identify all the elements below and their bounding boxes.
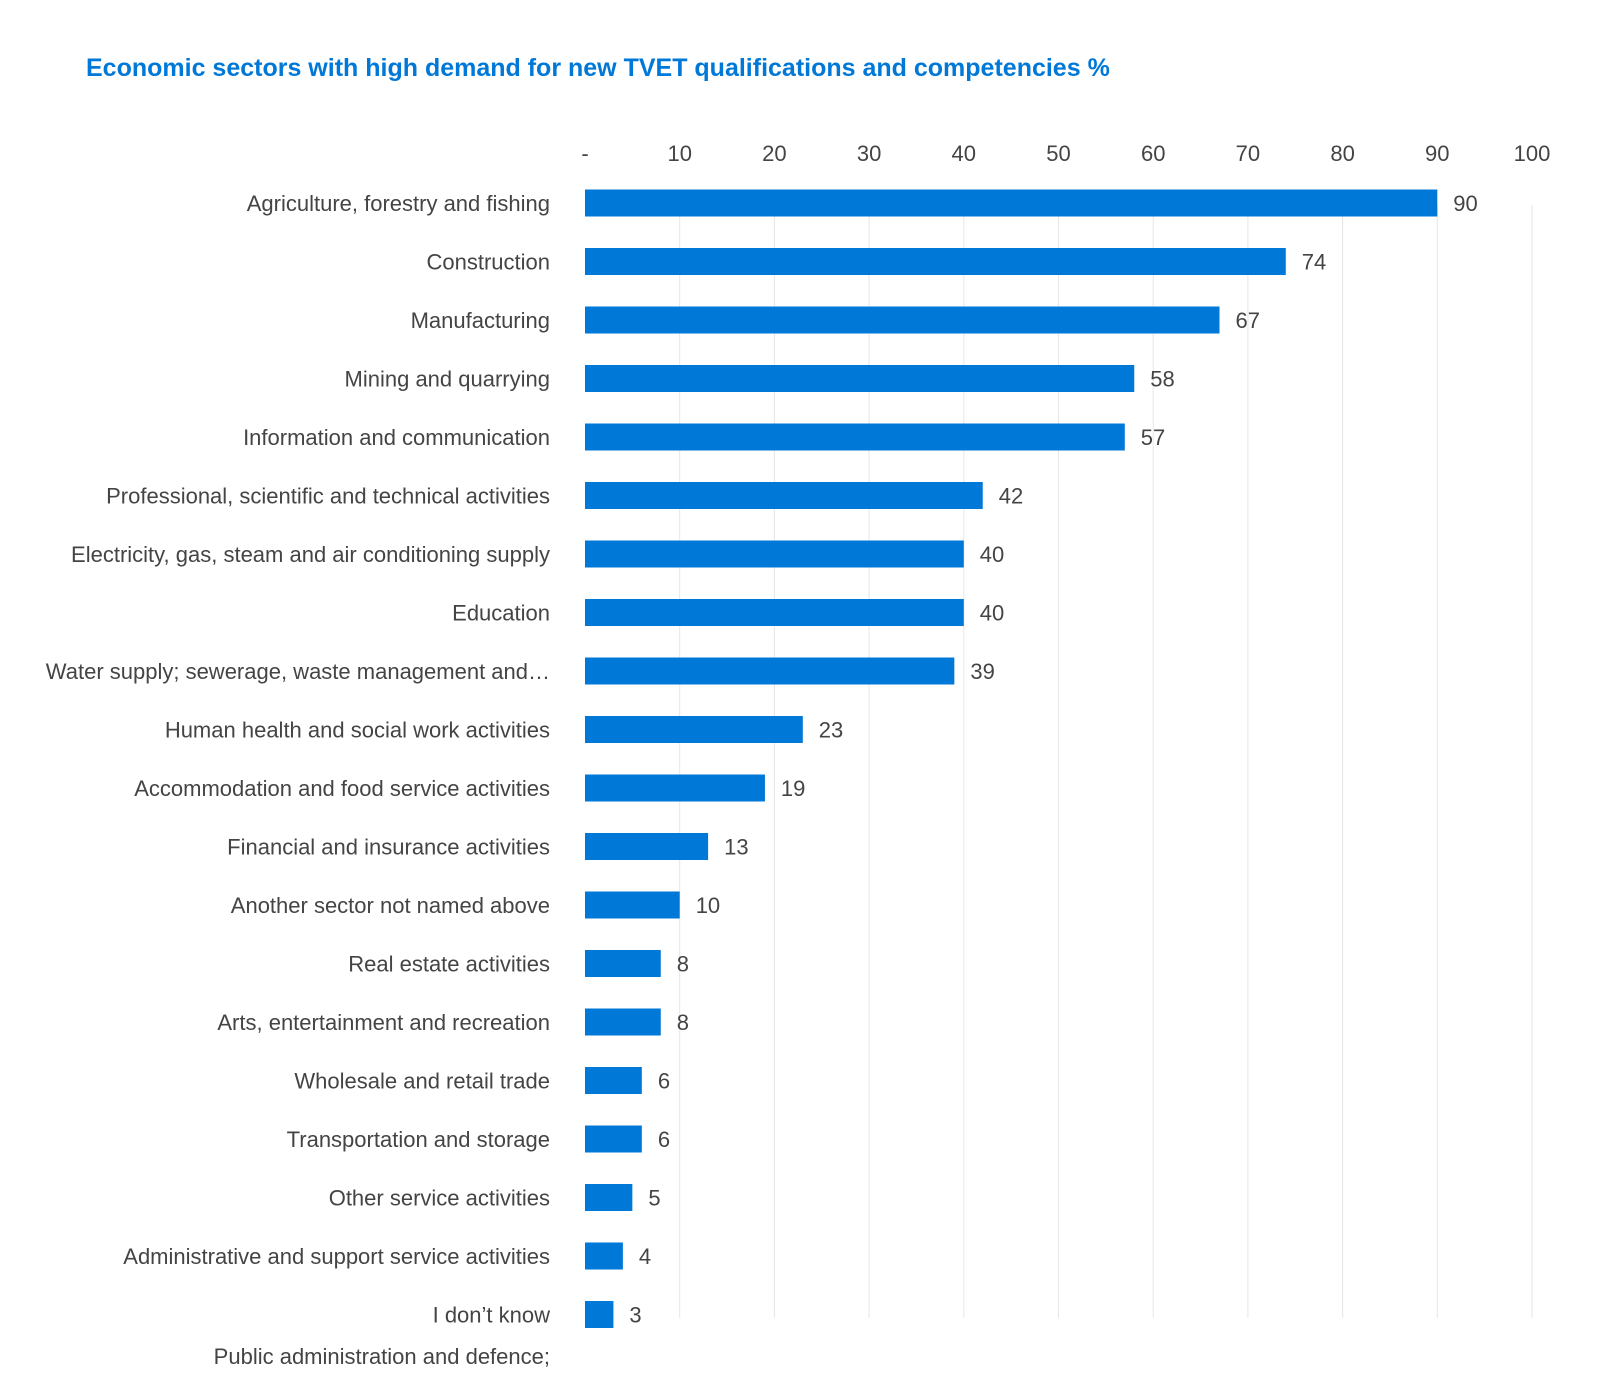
bar <box>585 950 661 977</box>
category-label: Mining and quarrying <box>345 367 550 392</box>
category-label: Financial and insurance activities <box>227 835 550 860</box>
value-label: 58 <box>1150 367 1174 392</box>
category-label: Agriculture, forestry and fishing <box>247 191 550 216</box>
category-label: I don’t know <box>433 1303 551 1328</box>
category-label: Administrative and support service activ… <box>123 1244 550 1269</box>
value-label: 5 <box>648 1186 660 1211</box>
bar <box>585 1301 614 1328</box>
bar <box>585 774 765 802</box>
category-label: Other service activities <box>329 1186 550 1211</box>
category-label: Education <box>452 601 550 626</box>
value-label: 3 <box>629 1303 641 1328</box>
value-label: 40 <box>980 601 1004 626</box>
value-label: 42 <box>999 484 1023 509</box>
category-label: Accommodation and food service activitie… <box>134 776 550 801</box>
value-label: 8 <box>677 952 689 977</box>
x-tick-label: 100 <box>1514 141 1551 166</box>
x-tick-label: 70 <box>1236 141 1260 166</box>
category-label: Another sector not named above <box>231 893 550 918</box>
category-label: Real estate activities <box>348 952 550 977</box>
x-tick-label: 60 <box>1141 141 1165 166</box>
value-label: 19 <box>781 776 805 801</box>
x-tick-label: - <box>581 141 588 166</box>
category-label: Water supply; sewerage, waste management… <box>46 659 550 684</box>
value-label: 13 <box>724 835 748 860</box>
value-label: 57 <box>1141 425 1165 450</box>
bar <box>585 891 680 919</box>
bar <box>585 716 803 743</box>
x-tick-label: 10 <box>667 141 691 166</box>
value-label: 8 <box>677 1010 689 1035</box>
chart-title: Economic sectors with high demand for ne… <box>86 54 1110 82</box>
value-label: 40 <box>980 542 1004 567</box>
bar <box>585 306 1220 334</box>
category-label: Wholesale and retail trade <box>294 1069 550 1094</box>
bar <box>585 1242 623 1270</box>
bar <box>585 540 964 568</box>
bar <box>585 599 964 626</box>
x-tick-label: 40 <box>952 141 976 166</box>
category-label: Manufacturing <box>411 308 550 333</box>
value-label: 39 <box>970 659 994 684</box>
category-label: Electricity, gas, steam and air conditio… <box>71 542 550 567</box>
bar <box>585 1125 642 1153</box>
value-label: 74 <box>1302 250 1326 275</box>
value-label: 90 <box>1453 191 1477 216</box>
bar <box>585 1067 642 1094</box>
value-label: 4 <box>639 1244 651 1269</box>
x-tick-label: 20 <box>762 141 786 166</box>
category-label: Professional, scientific and technical a… <box>106 484 550 509</box>
bar <box>585 365 1135 392</box>
bar <box>585 423 1125 451</box>
category-label-line: Public administration and defence; <box>214 1344 550 1369</box>
bar <box>585 1008 661 1036</box>
value-label: 6 <box>658 1069 670 1094</box>
value-label: 10 <box>696 893 720 918</box>
value-label: 23 <box>819 718 843 743</box>
bar <box>585 482 983 509</box>
category-label: Transportation and storage <box>287 1127 550 1152</box>
category-label: Public administration and defence;compul… <box>214 1344 550 1374</box>
value-label: 6 <box>658 1127 670 1152</box>
bar <box>585 657 955 685</box>
category-label: Construction <box>426 250 550 275</box>
x-tick-label: 50 <box>1046 141 1070 166</box>
category-label: Human health and social work activities <box>165 718 550 743</box>
value-label: 67 <box>1235 308 1259 333</box>
bar <box>585 248 1286 275</box>
value-label: - <box>587 1361 594 1374</box>
category-label: Information and communication <box>243 425 550 450</box>
bar <box>585 189 1438 217</box>
bar <box>585 833 709 860</box>
x-tick-label: 80 <box>1330 141 1354 166</box>
x-tick-label: 30 <box>857 141 881 166</box>
bar <box>585 1184 633 1211</box>
x-tick-label: 90 <box>1425 141 1449 166</box>
category-label: Arts, entertainment and recreation <box>217 1010 550 1035</box>
